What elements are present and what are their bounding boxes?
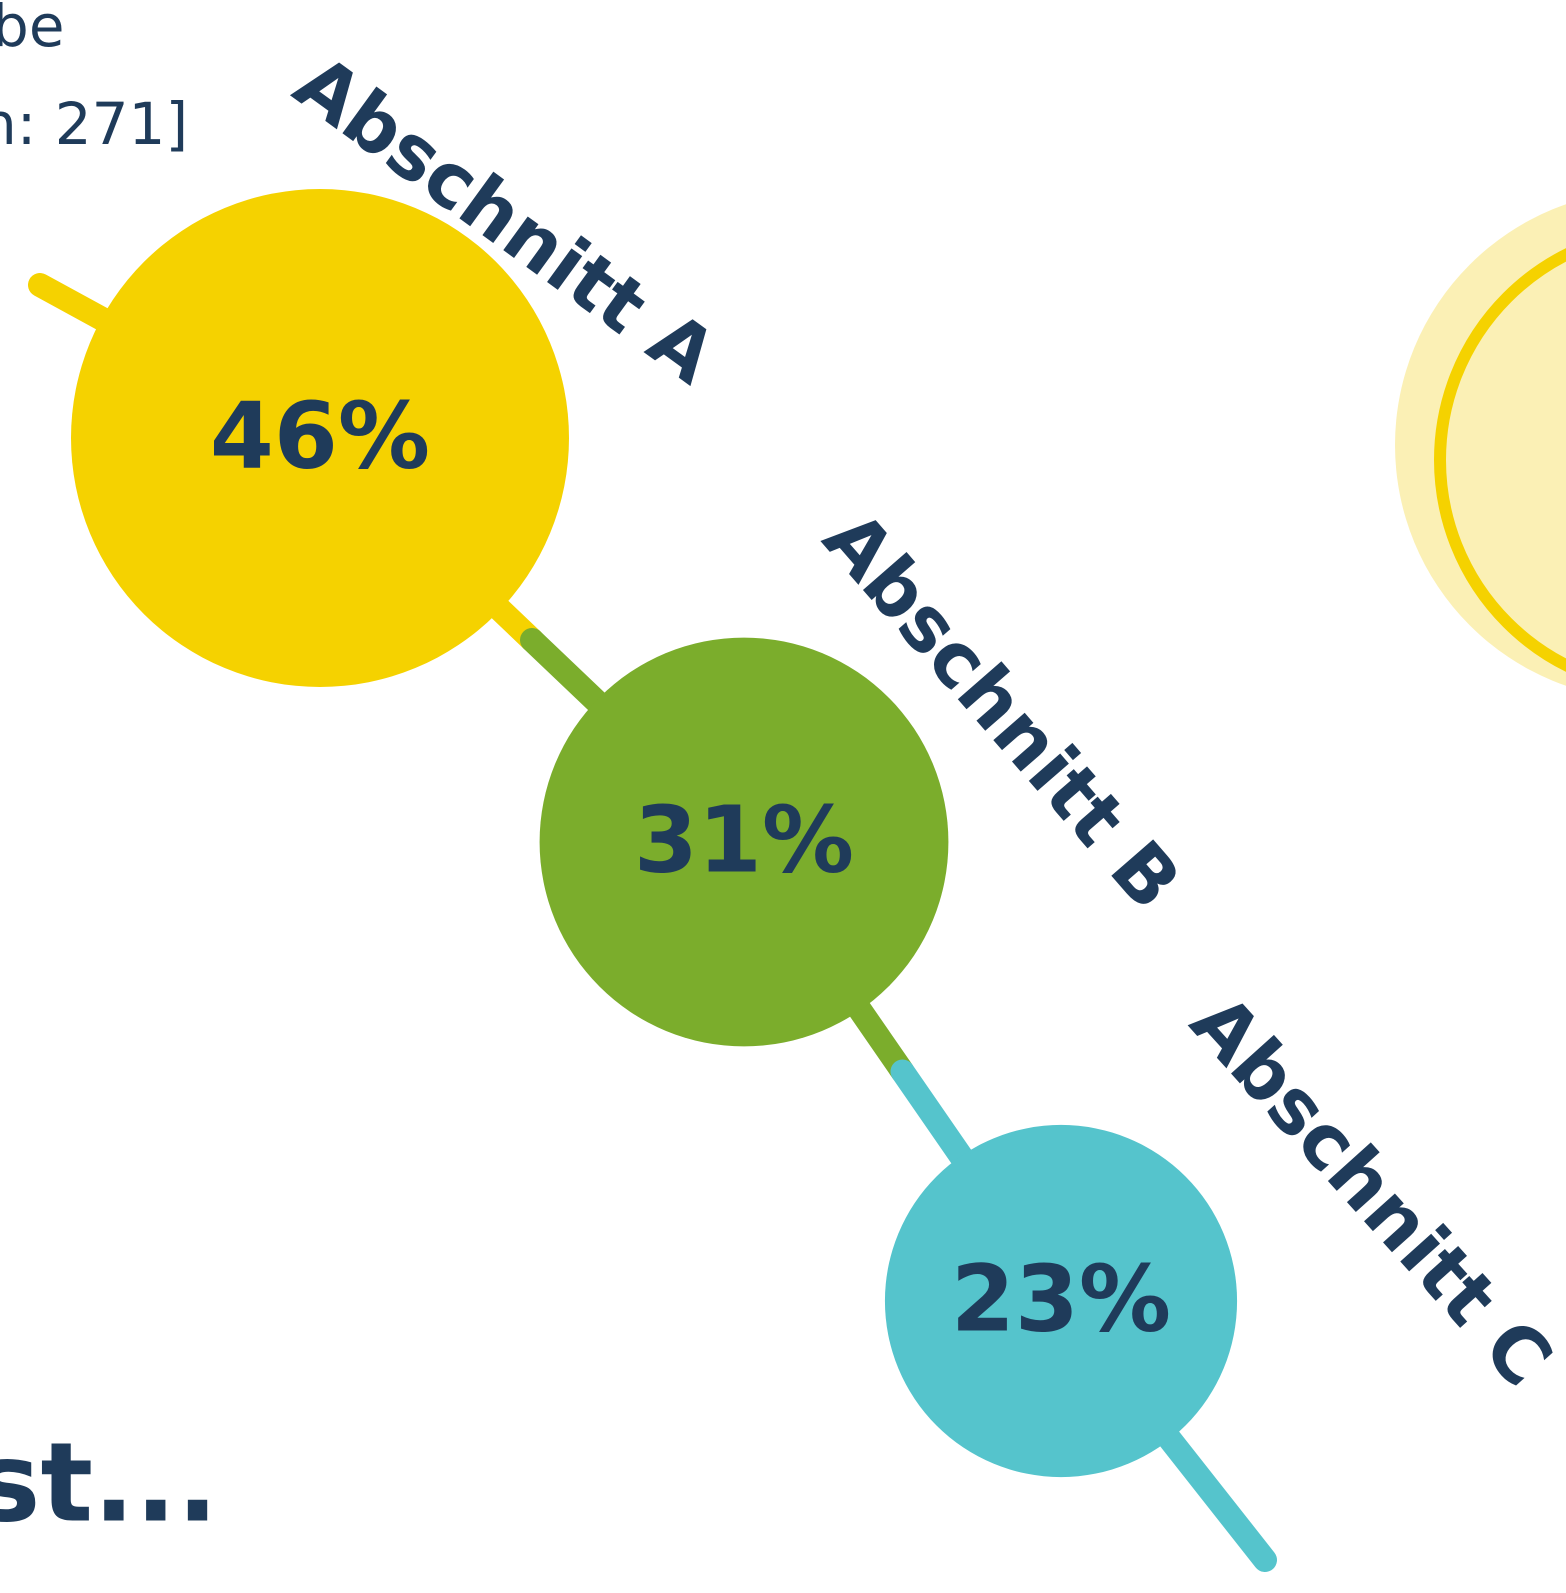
annotation: st... bbox=[0, 1418, 218, 1546]
annotation: be bbox=[0, 0, 65, 60]
decor-ring bbox=[1434, 248, 1566, 672]
bubble bbox=[539, 637, 949, 1047]
bubble bbox=[71, 189, 569, 687]
value-label: 31% bbox=[634, 786, 854, 893]
bubble bbox=[884, 1124, 1238, 1478]
annotation: n: 271] bbox=[0, 90, 188, 158]
decor-circle bbox=[1395, 204, 1566, 686]
value-label: 23% bbox=[951, 1245, 1171, 1352]
value-label: 46% bbox=[210, 382, 430, 489]
